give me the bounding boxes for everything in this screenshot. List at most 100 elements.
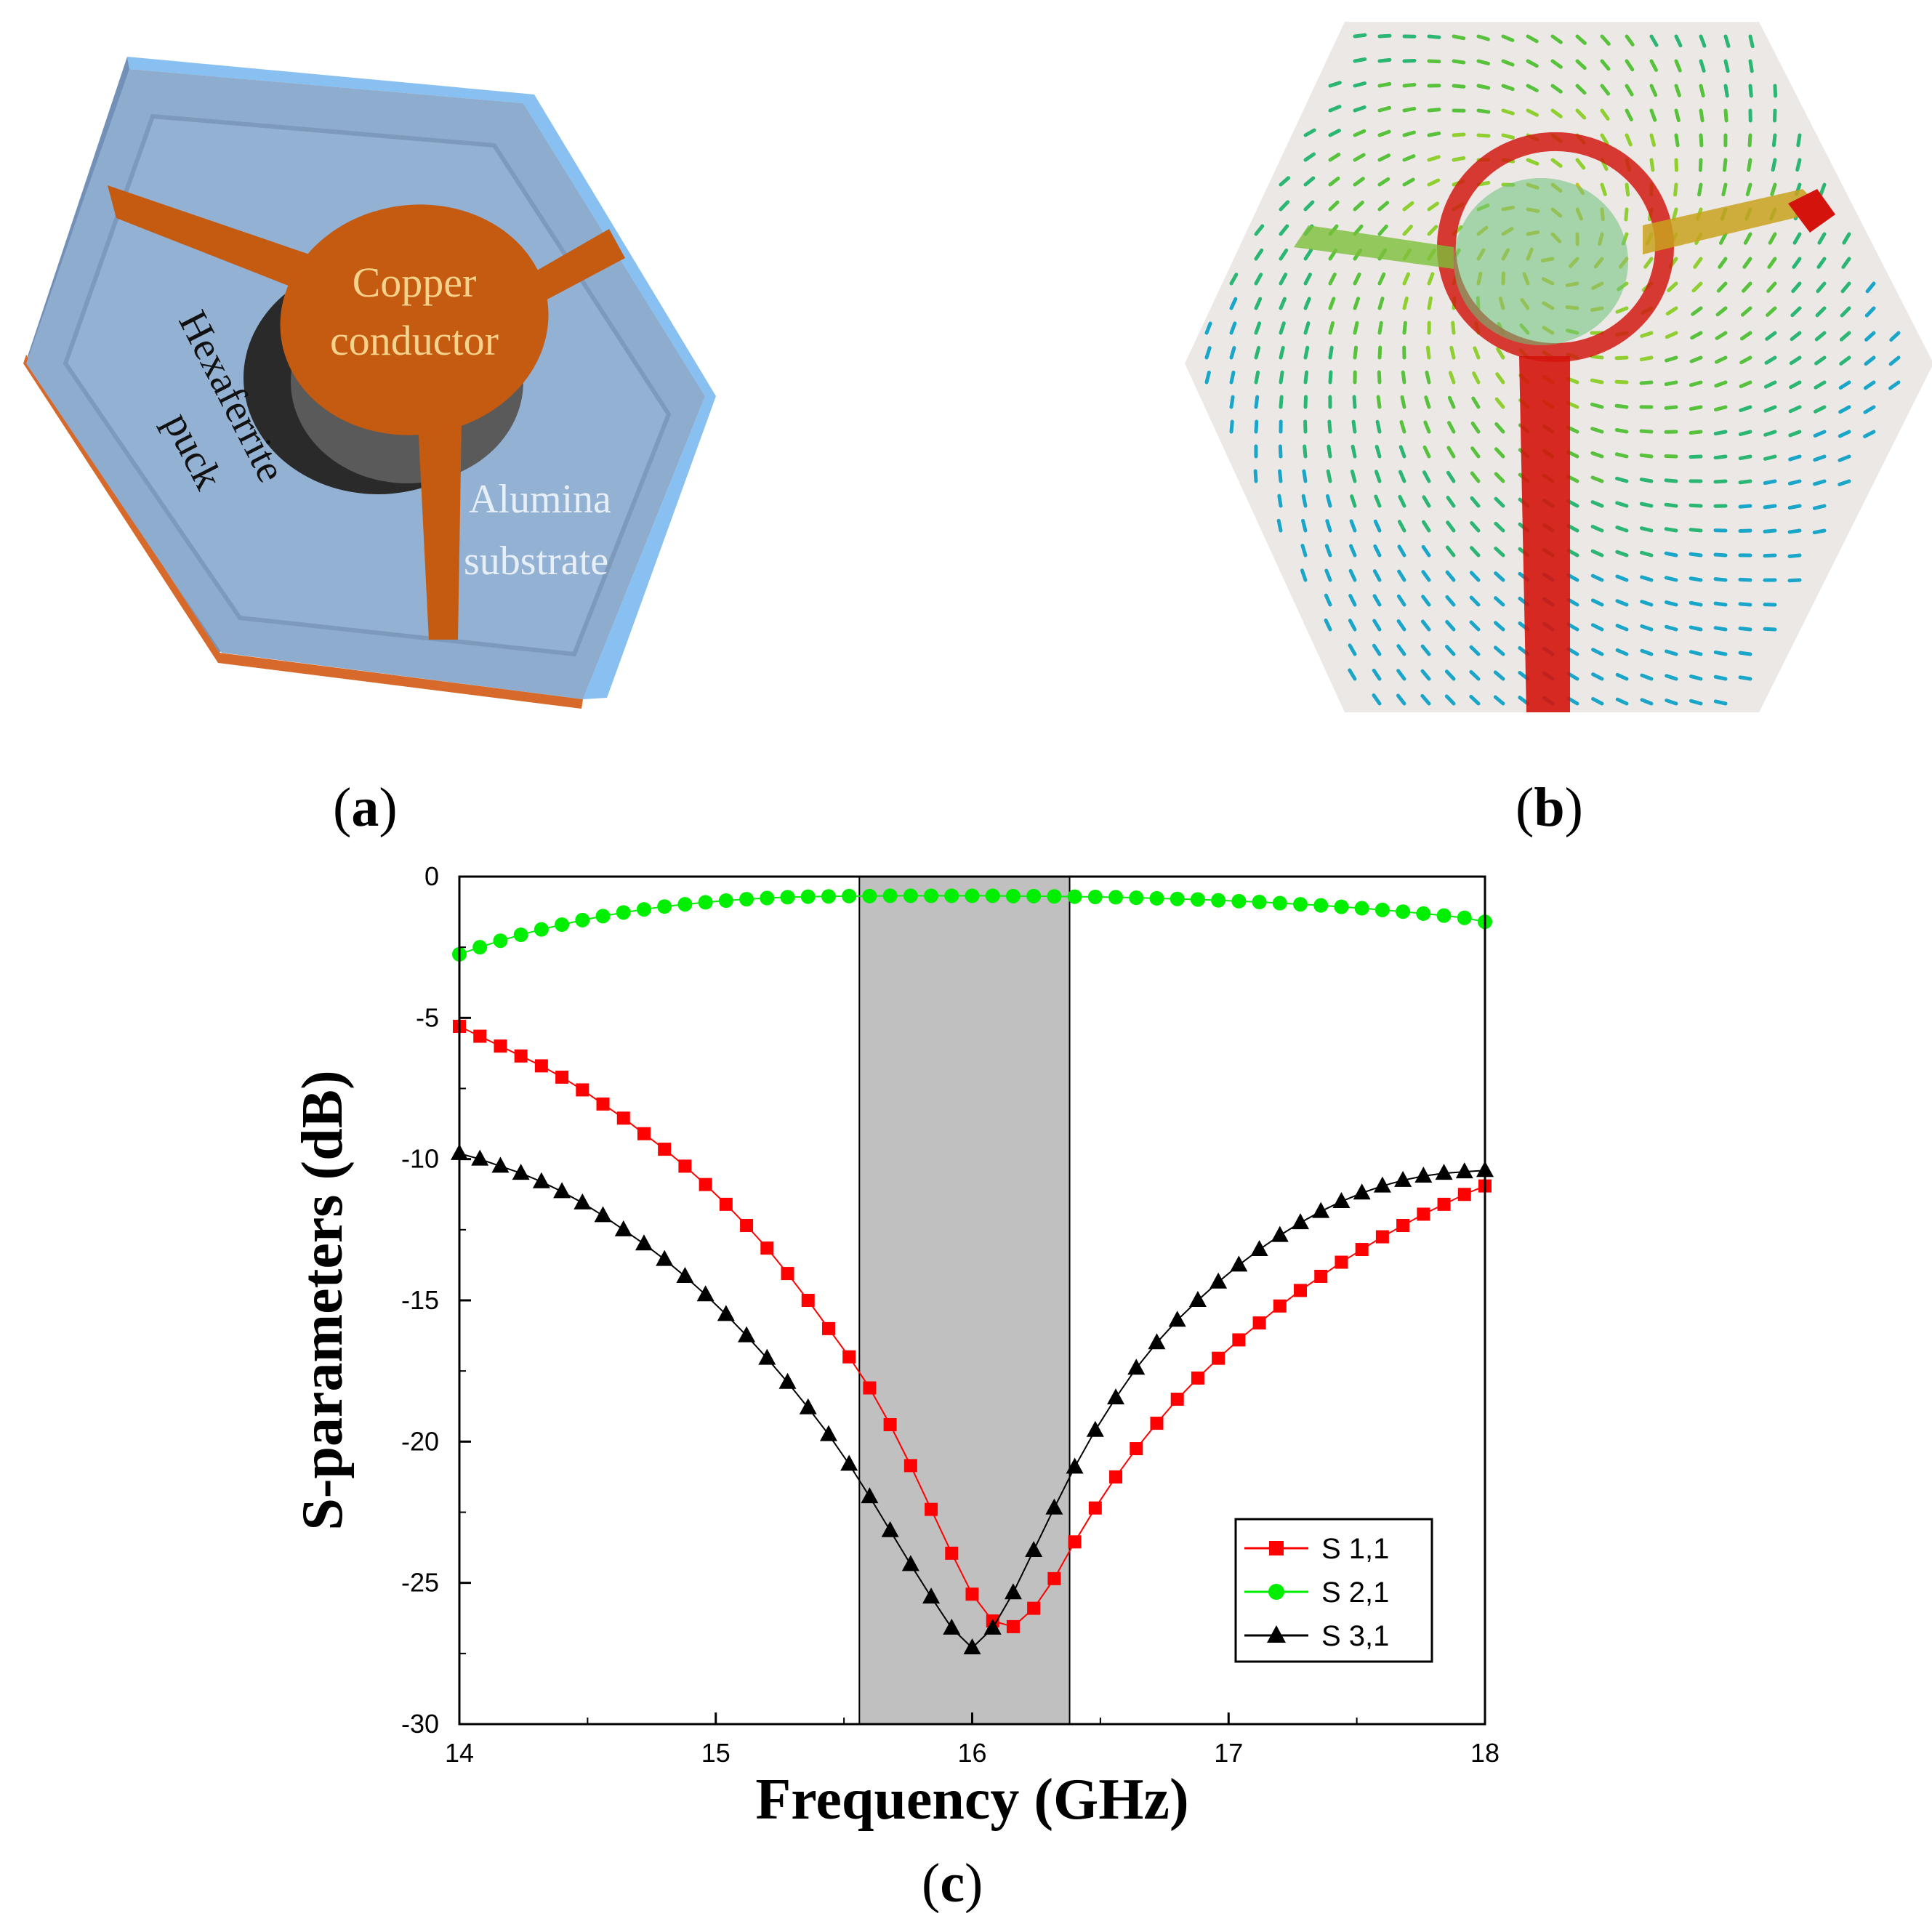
field-arrow [1376, 395, 1382, 409]
field-arrow [1303, 273, 1312, 286]
field-arrow [1425, 370, 1431, 385]
data-point-s31 [922, 1587, 941, 1604]
field-arrow [1204, 346, 1212, 360]
field-arrow [1600, 59, 1611, 71]
field-arrow [1765, 331, 1777, 341]
field-arrow [1790, 331, 1802, 342]
field-arrow [1377, 201, 1390, 212]
field-arrow [1838, 380, 1851, 390]
field-arrow [1723, 84, 1729, 98]
y-tick-label: -20 [401, 1426, 439, 1456]
field-arrow [1789, 355, 1802, 366]
data-point-s31 [1127, 1359, 1146, 1375]
field-arrow [1303, 176, 1316, 187]
field-arrow [1427, 178, 1441, 187]
field-arrow [1698, 158, 1703, 172]
data-point-s31 [1086, 1420, 1104, 1437]
field-arrow [1422, 470, 1431, 483]
legend-box [1234, 1518, 1433, 1663]
data-point-s31 [1168, 1311, 1186, 1327]
field-arrow [1420, 644, 1431, 656]
field-arrow [1738, 577, 1752, 582]
data-point-s21 [555, 917, 570, 933]
field-arrow [1254, 370, 1260, 385]
data-point-s11 [678, 1159, 692, 1173]
field-arrow [1350, 469, 1357, 483]
field-arrow [1813, 479, 1827, 486]
data-point-s21 [800, 889, 816, 904]
field-arrow [1327, 444, 1332, 459]
field-arrow [1425, 345, 1431, 360]
field-arrow [1402, 177, 1415, 187]
data-point-s21 [1313, 898, 1329, 913]
data-point-s31 [1025, 1540, 1043, 1557]
data-point-s11 [863, 1381, 877, 1395]
field-arrow [1671, 207, 1678, 222]
field-arrow [1639, 453, 1654, 459]
field-arrow [1640, 600, 1654, 607]
field-arrow [1470, 496, 1481, 508]
data-point-s11 [494, 1039, 507, 1053]
field-arrow [1427, 201, 1439, 212]
data-point-s11 [1130, 1442, 1143, 1456]
field-arrow [1739, 355, 1752, 365]
copper-arm-left [108, 185, 331, 298]
field-arrow [1614, 403, 1629, 409]
data-point-s31 [512, 1164, 530, 1180]
field-arrow [1713, 601, 1728, 607]
data-point-s21 [1087, 889, 1103, 904]
data-point-s31 [614, 1220, 632, 1236]
field-arrow [1575, 59, 1587, 71]
field-arrow [1324, 568, 1332, 582]
y-tick-label: -5 [416, 1002, 439, 1032]
field-arrow [1640, 648, 1654, 656]
field-arrow [1689, 528, 1703, 533]
data-point-s31 [635, 1234, 653, 1251]
field-arrow [1742, 281, 1752, 293]
field-arrow [1773, 84, 1778, 98]
field-arrow [1427, 131, 1441, 137]
field-arrow [1738, 602, 1752, 607]
field-arrow [1469, 645, 1481, 656]
field-arrow [1326, 469, 1332, 483]
field-arrow [1766, 306, 1777, 317]
field-arrow [1699, 59, 1706, 73]
field-arrow [1738, 454, 1752, 461]
data-point-s11 [1068, 1535, 1082, 1549]
legend-marker-square [1269, 1541, 1284, 1555]
data-point-s11 [1457, 1188, 1471, 1202]
field-arrow [1377, 297, 1385, 310]
data-point-s31 [656, 1249, 674, 1266]
field-arrow [1590, 623, 1604, 632]
field-arrow [1697, 182, 1703, 197]
field-arrow [1673, 182, 1678, 197]
field-arrow [1377, 153, 1391, 162]
data-point-s21 [1334, 899, 1349, 914]
field-arrow [1748, 84, 1753, 98]
field-arrow [1615, 501, 1629, 508]
data-point-s21 [1190, 892, 1205, 907]
field-arrow [1614, 452, 1629, 459]
copper-label-2: conductor [330, 317, 499, 364]
data-point-s31 [573, 1193, 592, 1209]
field-arrow [1763, 454, 1777, 461]
data-point-s31 [1045, 1498, 1063, 1515]
field-arrow [1445, 545, 1456, 558]
data-point-s11 [555, 1070, 569, 1084]
legend: S 1,1 S 2,1 S 3,1 [1234, 1518, 1433, 1663]
field-arrow [1494, 571, 1505, 582]
field-arrow [1446, 496, 1456, 508]
y-tick-label: -25 [401, 1568, 439, 1598]
field-arrow [1715, 331, 1728, 340]
field-arrow [1640, 575, 1654, 582]
data-point-s21 [1272, 895, 1287, 911]
field-arrow [1689, 699, 1703, 706]
field-arrow [1590, 378, 1604, 385]
field-arrow [1300, 568, 1308, 582]
field-arrow [1328, 321, 1335, 335]
data-point-s21 [780, 890, 795, 905]
field-arrow [1790, 306, 1802, 318]
field-arrow [1625, 34, 1635, 47]
field-arrow [1689, 552, 1703, 558]
field-arrow [1400, 395, 1406, 409]
